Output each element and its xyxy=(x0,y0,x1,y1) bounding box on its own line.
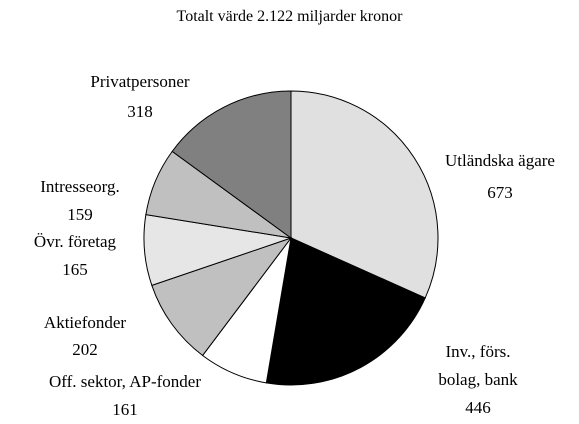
slice-value: 446 xyxy=(465,398,491,417)
slice-value: 165 xyxy=(62,260,88,279)
slice-label: Utländska ägare xyxy=(445,151,555,170)
slice-label: Övr. företag xyxy=(33,232,117,251)
slice-label: Intresseorg. xyxy=(40,177,120,196)
slice-label: Inv., förs. bolag, bank xyxy=(438,342,518,389)
slice-value: 318 xyxy=(127,102,153,121)
slice-label: Off. sektor, AP-fonder xyxy=(49,372,201,391)
pie-slice xyxy=(290,90,439,299)
slice-value: 161 xyxy=(112,400,138,419)
slice-value: 673 xyxy=(487,183,513,202)
chart-title: Totalt värde 2.122 miljarder kronor xyxy=(176,8,403,25)
pie-slice xyxy=(151,237,293,357)
slice-value: 159 xyxy=(67,205,93,224)
pie-slice xyxy=(171,90,292,239)
slice-value: 202 xyxy=(72,340,98,359)
pie-slice xyxy=(265,237,426,386)
slice-label: Privatpersoner xyxy=(90,72,190,91)
slice-label: Aktiefonder xyxy=(43,313,127,332)
